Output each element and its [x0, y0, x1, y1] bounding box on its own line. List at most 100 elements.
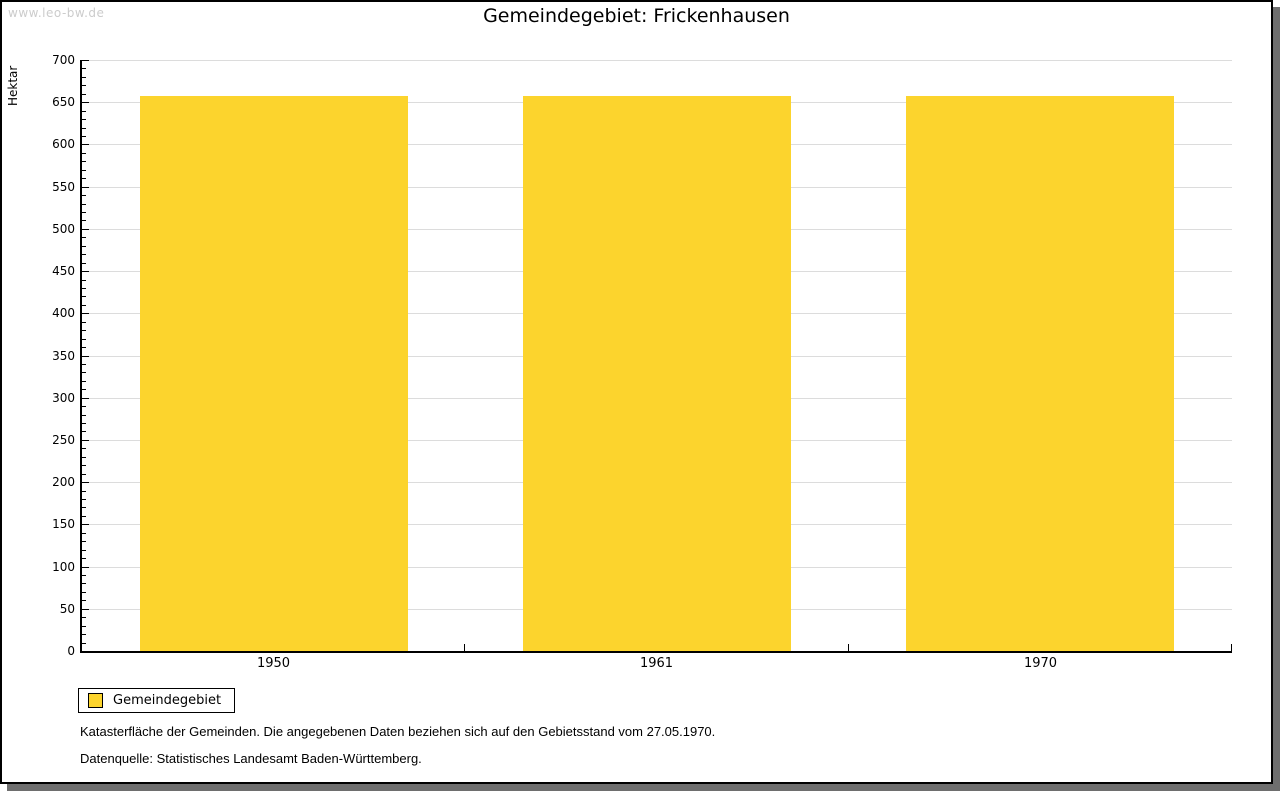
y-minor-tick: [82, 177, 86, 179]
y-minor-tick: [82, 194, 86, 196]
y-minor-tick: [82, 414, 86, 416]
y-minor-tick: [82, 405, 86, 407]
y-minor-tick: [82, 169, 86, 171]
x-tick-label: 1950: [256, 656, 291, 671]
x-tick-label: 1970: [1023, 656, 1058, 671]
y-minor-tick: [82, 110, 86, 112]
footnote-datasource: Datenquelle: Statistisches Landesamt Bad…: [80, 751, 422, 766]
y-minor-tick: [82, 84, 86, 86]
y-minor-tick: [82, 498, 86, 500]
y-minor-tick: [82, 321, 86, 323]
x-axis-line: [80, 651, 1232, 653]
y-major-tick: [82, 523, 89, 525]
y-minor-tick: [82, 430, 86, 432]
y-tick-label: 550: [52, 180, 75, 194]
y-tick-label: 400: [52, 306, 75, 320]
y-minor-tick: [82, 211, 86, 213]
bar-1950: [140, 96, 408, 651]
y-minor-tick: [82, 304, 86, 306]
y-minor-tick: [82, 118, 86, 120]
y-minor-tick: [82, 642, 86, 644]
y-minor-tick: [82, 67, 86, 69]
y-minor-tick: [82, 456, 86, 458]
y-minor-tick: [82, 591, 86, 593]
y-minor-tick: [82, 515, 86, 517]
y-minor-tick: [82, 388, 86, 390]
legend: Gemeindegebiet: [78, 688, 236, 713]
y-minor-tick: [82, 76, 86, 78]
y-minor-tick: [82, 532, 86, 534]
y-minor-tick: [82, 135, 86, 137]
y-major-tick: [82, 397, 89, 399]
y-minor-tick: [82, 380, 86, 382]
y-minor-tick: [82, 549, 86, 551]
y-tick-label: 450: [52, 264, 75, 278]
y-minor-tick: [82, 127, 86, 129]
x-tick: [1231, 644, 1232, 651]
y-axis-line: [80, 60, 82, 653]
y-minor-tick: [82, 422, 86, 424]
y-tick-label: 650: [52, 95, 75, 109]
y-tick-label: 300: [52, 391, 75, 405]
y-major-tick: [82, 270, 89, 272]
y-tick-label: 200: [52, 475, 75, 489]
x-tick: [464, 644, 465, 651]
y-minor-tick: [82, 287, 86, 289]
y-minor-tick: [82, 464, 86, 466]
y-major-tick: [82, 608, 89, 610]
y-minor-tick: [82, 219, 86, 221]
y-minor-tick: [82, 625, 86, 627]
y-tick-label: 50: [59, 602, 75, 616]
footnote-description: Katasterfläche der Gemeinden. Die angege…: [80, 724, 716, 739]
y-minor-tick: [82, 203, 86, 205]
y-minor-tick: [82, 329, 86, 331]
bar-1970: [906, 96, 1174, 651]
y-minor-tick: [82, 363, 86, 365]
y-minor-tick: [82, 346, 86, 348]
plot-area: 0 50 100 150 200 250 300 350 400 450 500 550 600 650 7…: [2, 2, 1271, 782]
y-minor-tick: [82, 338, 86, 340]
y-minor-tick: [82, 582, 86, 584]
y-minor-tick: [82, 371, 86, 373]
y-minor-tick: [82, 599, 86, 601]
y-minor-tick: [82, 557, 86, 559]
y-minor-tick: [82, 160, 86, 162]
y-minor-tick: [82, 253, 86, 255]
x-tick: [848, 644, 849, 651]
y-minor-tick: [82, 93, 86, 95]
y-minor-tick: [82, 236, 86, 238]
y-minor-tick: [82, 490, 86, 492]
y-minor-tick: [82, 574, 86, 576]
y-minor-tick: [82, 540, 86, 542]
y-tick-label: 350: [52, 349, 75, 363]
y-minor-tick: [82, 506, 86, 508]
y-tick-label: 150: [52, 517, 75, 531]
y-minor-tick: [82, 447, 86, 449]
y-tick-label: 600: [52, 137, 75, 151]
y-major-tick: [82, 566, 89, 568]
y-tick-label: 250: [52, 433, 75, 447]
y-tick-label: 0: [67, 644, 75, 658]
y-major-tick: [82, 312, 89, 314]
y-major-tick: [82, 143, 89, 145]
y-gridline: [82, 59, 1232, 61]
y-major-tick: [82, 101, 89, 103]
y-major-tick: [82, 228, 89, 230]
y-minor-tick: [82, 245, 86, 247]
y-minor-tick: [82, 262, 86, 264]
y-minor-tick: [82, 279, 86, 281]
y-minor-tick: [82, 633, 86, 635]
y-tick-label: 500: [52, 222, 75, 236]
y-minor-tick: [82, 295, 86, 297]
y-major-tick: [82, 186, 89, 188]
x-tick-label: 1961: [639, 656, 674, 671]
y-minor-tick: [82, 616, 86, 618]
y-major-tick: [82, 59, 89, 61]
y-major-tick: [82, 481, 89, 483]
y-major-tick: [82, 439, 89, 441]
legend-swatch: [88, 693, 103, 708]
y-minor-tick: [82, 152, 86, 154]
bar-1961: [523, 96, 791, 651]
watermark: www.leo-bw.de: [8, 6, 105, 20]
